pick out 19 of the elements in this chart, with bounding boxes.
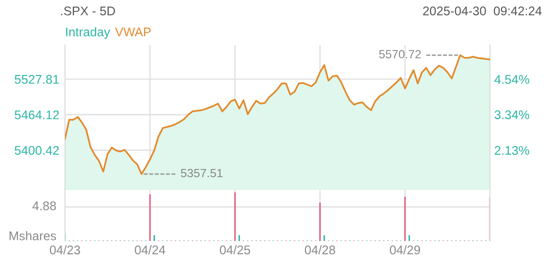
y-tick-label: 5464.12 — [14, 110, 59, 120]
y-tick-label: 5400.42 — [14, 146, 59, 155]
x-tick-label: 04/25 — [220, 245, 250, 254]
x-tick-label: 04/23 — [50, 245, 80, 254]
chart-title: .SPX - 5D — [61, 6, 115, 16]
annotation: 5357.51 — [180, 168, 222, 178]
y-tick-label: 5527.81 — [14, 74, 59, 84]
text: 2025-04-30 09:42:24 — [423, 6, 542, 16]
text: VWAP — [115, 28, 151, 36]
y-axis-title: Mshares — [10, 231, 56, 240]
x-tick-label: 04/24 — [134, 245, 166, 254]
text: 4.88 — [32, 201, 56, 210]
text: Intraday — [66, 27, 110, 39]
annotation: 5570.72 — [379, 50, 421, 58]
x-tick-label: 04/28 — [304, 245, 336, 254]
y2-tick-label: 3.34% — [494, 110, 530, 120]
y2-tick-label: 2.13% — [494, 146, 530, 155]
x-tick-label: 04/29 — [390, 245, 420, 254]
y2-tick-label: 4.54% — [494, 75, 530, 84]
